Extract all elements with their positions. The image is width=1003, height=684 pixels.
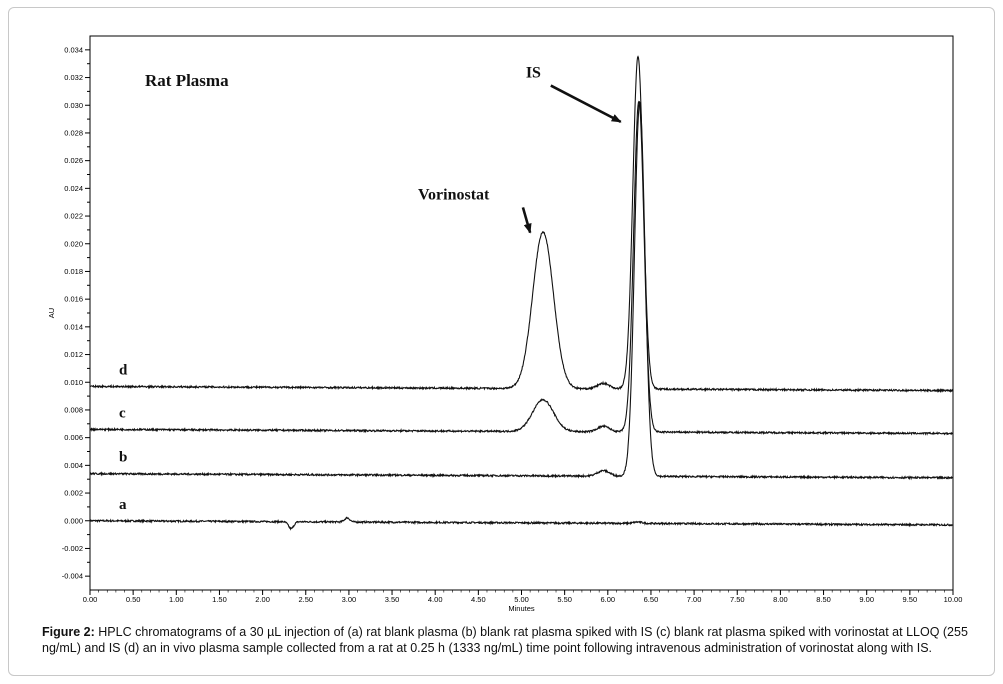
y-tick-label: 0.010 (64, 378, 83, 387)
series-line-a (89, 516, 954, 531)
y-tick-label: 0.032 (64, 73, 83, 82)
y-tick-label: 0.006 (64, 433, 83, 442)
x-tick-label: 10.00 (944, 595, 963, 604)
x-tick-label: 7.50 (730, 595, 745, 604)
annotation-arrow-1 (550, 84, 622, 124)
annotation-label-0: Vorinostat (418, 186, 490, 203)
figure-caption: Figure 2: HPLC chromatograms of a 30 µL … (42, 624, 972, 656)
x-tick-label: 9.50 (903, 595, 918, 604)
chart-title: Rat Plasma (145, 71, 229, 90)
x-tick-label: 1.50 (212, 595, 227, 604)
y-tick-label: 0.026 (64, 156, 83, 165)
x-tick-label: 3.00 (342, 595, 357, 604)
y-tick-label: 0.034 (64, 45, 83, 54)
x-tick-label: 6.50 (644, 595, 659, 604)
y-tick-label: 0.028 (64, 128, 83, 137)
y-tick-label: 0.004 (64, 461, 83, 470)
axes: -0.004 -0.002 0.000 0.002 0.004 0.006 0.008 0.0… (47, 35, 963, 613)
y-axis-label: AU (47, 308, 56, 318)
y-tick-label: 0.024 (64, 184, 83, 193)
y-tick-label: 0.016 (64, 295, 83, 304)
y-tick-label: 0.018 (64, 267, 83, 276)
y-tick-label: 0.014 (64, 322, 83, 331)
x-tick-label: 4.50 (471, 595, 486, 604)
y-tick-label: 0.012 (64, 350, 83, 359)
series-label-c: c (119, 405, 126, 421)
chromatogram-chart: -0.004 -0.002 0.000 0.002 0.004 0.006 0.008 0.0… (47, 35, 963, 613)
y-tick-label: -0.002 (62, 544, 83, 553)
x-tick-label: 7.00 (687, 595, 702, 604)
x-tick-label: 2.00 (255, 595, 270, 604)
y-tick-label: 0.020 (64, 239, 83, 248)
x-tick-label: 0.00 (83, 595, 98, 604)
caption-label: Figure 2: (42, 625, 95, 639)
x-tick-label: 1.00 (169, 595, 184, 604)
series-line-c (89, 100, 954, 436)
traces (89, 55, 954, 531)
x-axis-label: Minutes (508, 604, 535, 613)
plot-area-border (89, 35, 954, 591)
series-label-d: d (119, 362, 128, 378)
y-tick-label: -0.004 (62, 572, 83, 581)
x-tick-label: 9.00 (859, 595, 874, 604)
x-tick-label: 8.00 (773, 595, 788, 604)
y-tick-label: 0.022 (64, 212, 83, 221)
x-tick-label: 4.00 (428, 595, 443, 604)
x-tick-label: 2.50 (298, 595, 313, 604)
y-tick-label: 0.008 (64, 405, 83, 414)
series-label-b: b (119, 450, 127, 466)
x-tick-label: 5.50 (557, 595, 572, 604)
y-tick-label: 0.000 (64, 516, 83, 525)
x-tick-label: 5.00 (514, 595, 529, 604)
figure-frame (8, 7, 995, 676)
series-line-b (89, 100, 954, 481)
y-tick-label: 0.002 (64, 489, 83, 498)
x-tick-label: 6.00 (600, 595, 615, 604)
x-tick-label: 0.50 (126, 595, 141, 604)
annotation-arrow-0 (521, 207, 532, 234)
y-tick-label: 0.030 (64, 101, 83, 110)
series-line-d (89, 55, 954, 394)
x-tick-label: 3.50 (385, 595, 400, 604)
annotation-label-1: IS (526, 65, 541, 82)
series-label-a: a (119, 497, 127, 513)
x-tick-label: 8.50 (816, 595, 831, 604)
caption-text: HPLC chromatograms of a 30 µL injection … (42, 625, 968, 655)
labels: a b c d Rat Plasma Vorinostat IS (119, 65, 622, 513)
